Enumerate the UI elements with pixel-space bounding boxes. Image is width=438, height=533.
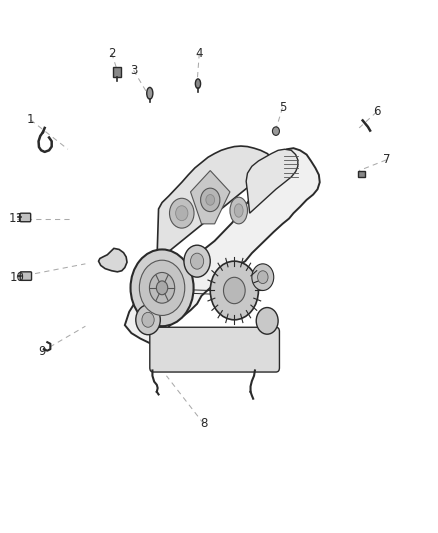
Ellipse shape — [234, 204, 243, 217]
Circle shape — [201, 188, 220, 212]
Circle shape — [149, 272, 175, 303]
Circle shape — [170, 198, 194, 228]
Text: 6: 6 — [373, 106, 381, 118]
Polygon shape — [157, 146, 274, 265]
Text: 9: 9 — [38, 345, 46, 358]
Circle shape — [272, 127, 279, 135]
Circle shape — [206, 195, 215, 205]
FancyBboxPatch shape — [358, 171, 365, 177]
Text: 1: 1 — [27, 114, 35, 126]
Polygon shape — [246, 149, 298, 213]
Circle shape — [258, 271, 268, 284]
Polygon shape — [191, 171, 230, 224]
Text: 3: 3 — [130, 64, 137, 77]
Text: 10: 10 — [9, 271, 24, 284]
Polygon shape — [99, 248, 127, 272]
Circle shape — [191, 253, 204, 269]
Circle shape — [210, 261, 258, 320]
Circle shape — [131, 249, 194, 326]
Text: 7: 7 — [382, 154, 390, 166]
Circle shape — [252, 264, 274, 290]
FancyBboxPatch shape — [20, 213, 31, 222]
FancyBboxPatch shape — [150, 327, 279, 372]
Circle shape — [223, 277, 245, 304]
Circle shape — [139, 260, 185, 316]
FancyBboxPatch shape — [113, 67, 121, 77]
Circle shape — [142, 312, 154, 327]
Text: 2: 2 — [108, 47, 116, 60]
Ellipse shape — [147, 87, 153, 99]
Circle shape — [176, 206, 188, 221]
Polygon shape — [125, 148, 320, 348]
Ellipse shape — [230, 197, 247, 224]
Text: 4: 4 — [195, 47, 203, 60]
Text: 5: 5 — [279, 101, 286, 114]
Text: 8: 8 — [200, 417, 207, 430]
Circle shape — [136, 305, 160, 335]
Text: 11: 11 — [9, 212, 24, 225]
Circle shape — [156, 281, 168, 295]
Circle shape — [256, 308, 278, 334]
Ellipse shape — [195, 79, 201, 88]
Circle shape — [184, 245, 210, 277]
FancyBboxPatch shape — [20, 272, 32, 280]
